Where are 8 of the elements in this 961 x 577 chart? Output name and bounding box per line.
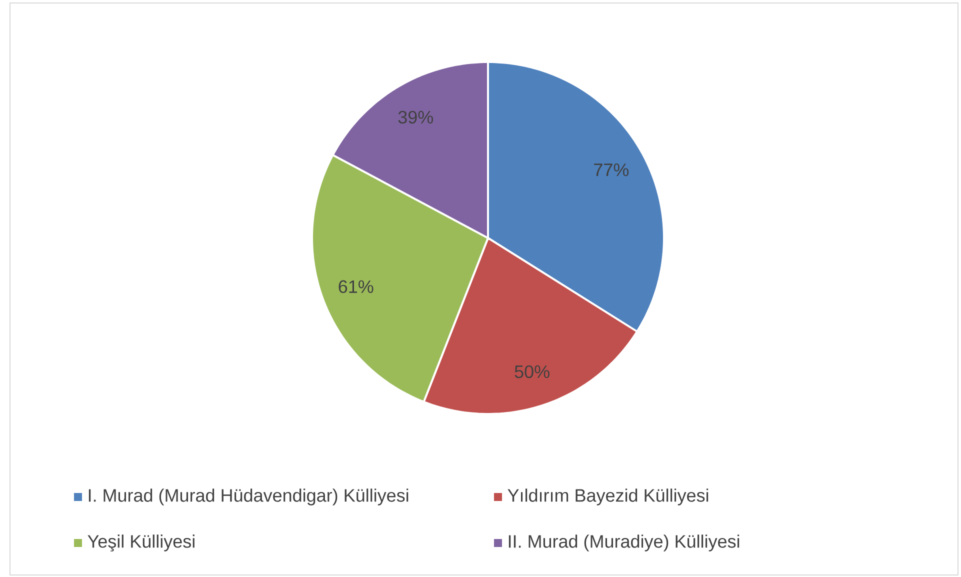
legend-label: II. Murad (Muradiye) Külliyesi bbox=[508, 534, 740, 552]
data-label: 77% bbox=[594, 164, 629, 176]
data-label: 50% bbox=[514, 365, 550, 378]
legend-label: Yeşil Külliyesi bbox=[88, 534, 194, 552]
legend-label: I. Murad (Murad Hüdavendigar) Külliyesi bbox=[88, 488, 408, 506]
data-label: 39% bbox=[398, 110, 434, 124]
legend-label: Yıldırım Bayezid Külliyesi bbox=[508, 488, 708, 506]
data-label: 61% bbox=[338, 280, 374, 294]
